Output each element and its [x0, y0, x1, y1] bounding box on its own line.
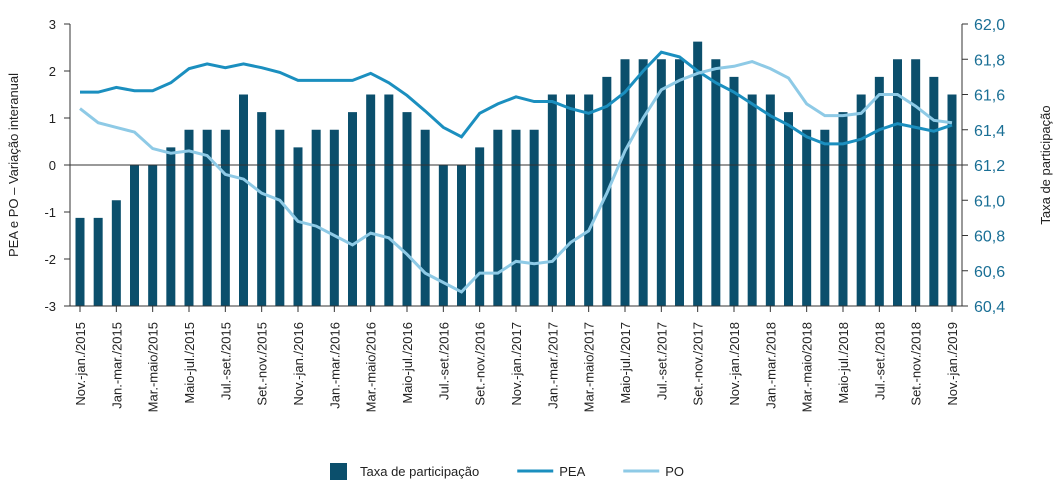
x-tick-label: Nov.-jan./2018	[727, 322, 742, 406]
y-tick-label: 0	[49, 158, 56, 173]
legend-label: Taxa de participação	[360, 464, 479, 479]
bar	[802, 129, 812, 306]
y2-tick-label: 61,6	[974, 88, 1005, 105]
bar	[366, 94, 376, 306]
legend-label: PEA	[559, 464, 585, 479]
x-tick-label: Set.-nov./2017	[691, 322, 706, 406]
y2-axis-label: Taxa de participação	[1038, 105, 1053, 224]
x-tick-label: Jul.-set./2018	[872, 322, 887, 400]
x-tick-label: Set.-nov./2015	[255, 322, 270, 406]
bar	[220, 129, 230, 306]
bar	[765, 94, 775, 306]
bar	[111, 200, 121, 306]
bar	[384, 94, 394, 306]
x-tick-label: Set.-nov./2018	[909, 322, 924, 406]
bar	[656, 59, 666, 306]
line	[80, 50, 953, 146]
bar	[784, 112, 793, 306]
x-tick-label: Mar.-maio/2018	[800, 322, 815, 412]
x-tick-label: Maio-jul./2018	[836, 322, 851, 404]
bar	[638, 59, 648, 306]
bar	[856, 94, 866, 306]
legend-label: PO	[665, 464, 684, 479]
bar	[911, 59, 921, 306]
bar	[874, 76, 884, 306]
y2-tick-label: 61,8	[974, 52, 1005, 69]
bar	[293, 147, 303, 306]
bar	[675, 59, 684, 306]
y2-tick-label: 60,4	[974, 299, 1005, 316]
bar	[620, 59, 630, 306]
bar	[547, 94, 557, 306]
x-tick-label: Jan.-mar./2017	[545, 322, 560, 409]
x-tick-label: Maio-jul./2017	[618, 322, 633, 404]
y2-tick-label: 60,8	[974, 229, 1005, 246]
y-tick-label: 1	[49, 111, 56, 126]
bar	[438, 165, 448, 306]
bar	[93, 217, 103, 306]
x-tick-label: Mar.-maio/2017	[582, 322, 597, 412]
bar	[348, 112, 357, 306]
bar	[820, 129, 830, 306]
bar	[402, 112, 412, 306]
x-tick-label: Maio-jul./2016	[400, 322, 415, 404]
x-tick-label: Maio-jul./2015	[182, 322, 197, 404]
y2-tick-label: 61,0	[974, 193, 1005, 210]
y-tick-label: 3	[49, 17, 56, 32]
bar	[529, 129, 539, 306]
x-tick-label: Jan.-mar./2016	[327, 322, 342, 409]
x-tick-label: Set.-nov./2016	[473, 322, 488, 406]
x-tick-label: Nov.-jan./2016	[291, 322, 306, 406]
bar	[166, 147, 176, 306]
y2-tick-label: 61,2	[974, 158, 1005, 175]
y-tick-label: -2	[44, 252, 56, 267]
bar	[239, 94, 248, 306]
x-tick-label: Jan.-mar./2015	[109, 322, 124, 409]
bar	[838, 112, 848, 306]
x-tick-label: Jul.-set./2015	[218, 322, 233, 400]
x-tick-label: Mar.-maio/2016	[364, 322, 379, 412]
y-axis-label: PEA e PO – Variação interanual	[6, 73, 21, 257]
bar	[329, 129, 339, 306]
x-tick-label: Mar.-maio/2015	[146, 322, 161, 412]
y2-tick-label: 60,6	[974, 264, 1005, 281]
x-tick-label: Jan.-mar./2018	[763, 322, 778, 409]
y-tick-label: -3	[44, 299, 56, 314]
x-tick-label: Nov.-jan./2015	[73, 322, 88, 406]
bar	[929, 76, 939, 306]
bar	[457, 165, 466, 306]
bar	[202, 129, 212, 306]
bar	[566, 94, 575, 306]
bar	[184, 129, 194, 306]
x-tick-label: Nov.-jan./2019	[945, 322, 960, 406]
bar	[584, 94, 594, 306]
y-tick-label: -1	[44, 205, 56, 220]
bar	[148, 165, 158, 306]
line	[79, 60, 953, 294]
y-tick-label: 2	[49, 64, 56, 79]
bar	[511, 129, 521, 306]
bar	[75, 217, 85, 306]
bar	[711, 59, 721, 306]
y2-tick-label: 62,0	[974, 17, 1005, 34]
legend-swatch	[330, 463, 347, 480]
bar	[729, 76, 739, 306]
bar	[475, 147, 485, 306]
bar	[493, 129, 503, 306]
bar	[311, 129, 321, 306]
bar	[420, 129, 430, 306]
x-tick-label: Nov.-jan./2017	[509, 322, 524, 406]
x-tick-label: Jul.-set./2016	[436, 322, 451, 400]
bar	[693, 41, 703, 306]
bar	[257, 112, 267, 306]
bar	[130, 165, 139, 306]
y2-tick-label: 61,4	[974, 123, 1005, 140]
x-tick-label: Jul.-set./2017	[654, 322, 669, 400]
bar	[893, 59, 902, 306]
bar	[947, 94, 957, 306]
bar	[275, 129, 285, 306]
bar	[747, 94, 757, 306]
